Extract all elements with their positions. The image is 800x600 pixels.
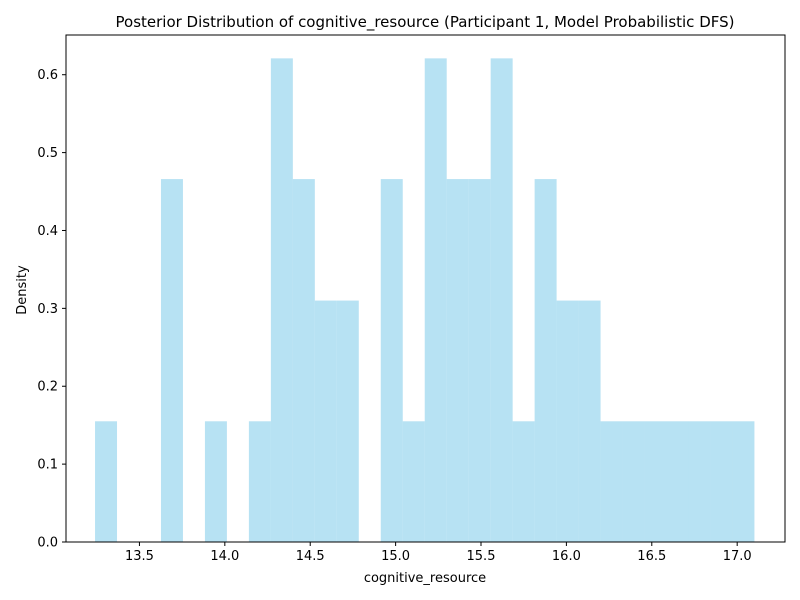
y-tick-label: 0.5 [37,146,58,161]
histogram-bar [248,421,271,542]
histogram-bar [270,58,293,543]
histogram-bar [644,421,667,542]
histogram-bar [95,421,118,542]
x-tick-label: 14.5 [296,549,325,564]
x-tick-label: 15.5 [467,549,496,564]
histogram-bar [512,421,535,542]
histogram-bar [732,421,755,542]
plot-frame [65,34,786,543]
x-tick-label: 15.0 [381,549,410,564]
histogram-bar [688,421,711,542]
histogram-bar [710,421,733,542]
histogram-bar [556,300,579,542]
chart-title: Posterior Distribution of cognitive_reso… [116,13,735,32]
histogram-bar [490,58,513,543]
y-axis-ticks: 0.0 0.1 0.2 0.3 0.4 0.5 0.6 [37,68,66,551]
histogram-bar [336,300,359,542]
histogram-bars [95,58,755,543]
histogram-bar [622,421,645,542]
y-tick-label: 0.4 [37,224,58,239]
histogram-bar [292,179,315,542]
histogram-bar [314,300,337,542]
y-tick-label: 0.3 [37,302,58,317]
histogram-bar [446,179,469,542]
histogram-bar [380,179,403,542]
histogram-bar [204,421,227,542]
x-axis-label: cognitive_resource [364,571,486,586]
y-tick-label: 0.1 [37,458,58,473]
x-tick-label: 14.0 [210,549,239,564]
histogram-bar [600,421,623,542]
y-tick-label: 0.2 [37,380,58,395]
x-axis-ticks: 13.5 14.0 14.5 15.0 15.5 16.0 16.5 17.0 [125,542,752,564]
y-tick-label: 0.0 [37,536,58,551]
histogram-bar [424,58,447,543]
histogram-bar [578,300,601,542]
histogram-bar [468,179,491,542]
x-tick-label: 13.5 [125,549,154,564]
x-tick-label: 17.0 [723,549,752,564]
histogram-bar [160,179,183,542]
x-tick-label: 16.5 [637,549,666,564]
x-tick-label: 16.0 [552,549,581,564]
histogram-bar [402,421,425,542]
histogram-bar [534,179,557,542]
y-axis-label: Density [15,265,30,315]
histogram-bar [666,421,689,542]
y-tick-label: 0.6 [37,68,58,83]
